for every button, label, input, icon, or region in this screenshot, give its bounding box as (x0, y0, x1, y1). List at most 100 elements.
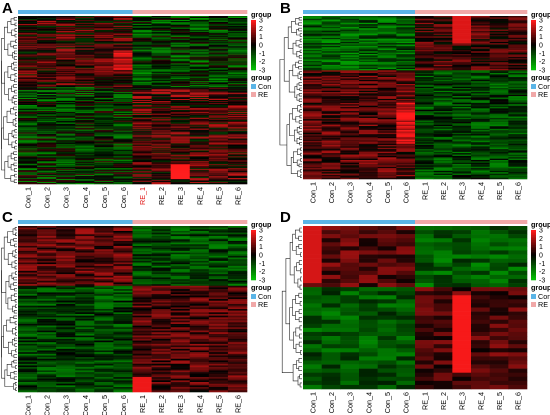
heatmap-cell (18, 75, 38, 77)
heatmap-cell (56, 68, 76, 70)
heatmap-cell (113, 122, 133, 125)
heatmap-cell (113, 61, 133, 63)
heatmap-cell (452, 142, 472, 144)
scale-swatch (251, 41, 256, 44)
heatmap-cell (340, 161, 360, 163)
heatmap-cell (189, 333, 210, 336)
heatmap-cell (37, 133, 57, 135)
heatmap-cell (37, 143, 57, 145)
heatmap-cell (189, 146, 210, 148)
heatmap-cell (433, 24, 453, 26)
heatmap-cell (37, 79, 57, 81)
heatmap-cell (18, 156, 38, 158)
heatmap-cell (489, 74, 509, 77)
heatmap-cell (227, 323, 248, 326)
heatmap-cell (340, 55, 360, 58)
heatmap-cell (94, 34, 114, 37)
heatmap-cell (75, 137, 95, 139)
heatmap-cell (508, 146, 528, 149)
heatmap-cell (56, 26, 76, 29)
heatmap-cell (170, 54, 191, 56)
heatmap-cell (489, 143, 509, 146)
heatmap-cell (170, 387, 191, 389)
heatmap-cell (18, 252, 38, 255)
heatmap-cell (396, 93, 416, 96)
heatmap-cell (113, 146, 133, 148)
heatmap-cell (56, 79, 76, 81)
heatmap-cell (151, 146, 171, 148)
heatmap-cell (508, 135, 528, 138)
heatmap-cell (321, 161, 341, 163)
heatmap-cell (227, 362, 248, 365)
heatmap-cell (208, 172, 229, 174)
heatmap-cell (132, 332, 152, 335)
heatmap-cell (170, 230, 191, 233)
heatmap-cell (227, 355, 248, 358)
heatmap-cell (151, 352, 171, 355)
heatmap-cell (18, 62, 38, 64)
heatmap-cell (56, 385, 76, 388)
heatmap-cell (227, 65, 248, 67)
heatmap-cell (508, 170, 528, 173)
dendrogram-branch (295, 40, 301, 47)
heatmap-cell (113, 135, 133, 137)
heatmap-cell (132, 54, 152, 56)
heatmap-cell (132, 272, 152, 275)
column-label: RE_6 (233, 187, 242, 205)
heatmap-cell (189, 28, 210, 31)
heatmap-cell (433, 164, 453, 166)
heatmap-cell (189, 70, 210, 72)
heatmap-cell (208, 152, 229, 154)
heatmap-cell (321, 147, 341, 150)
heatmap-cell (208, 171, 229, 173)
heatmap-cell (94, 76, 114, 78)
heatmap-cell (75, 72, 95, 74)
heatmap-cell (113, 272, 133, 275)
heatmap-cell (452, 130, 472, 132)
dendrogram-branch (13, 359, 17, 364)
heatmap-cell (94, 388, 114, 391)
heatmap-cell (170, 234, 191, 237)
heatmap-cell (471, 97, 490, 100)
heatmap-cell (75, 101, 95, 104)
heatmap-cell (94, 149, 114, 151)
heatmap-cell (37, 71, 57, 73)
heatmap-cell (377, 17, 397, 20)
heatmap-cell (415, 44, 434, 47)
heatmap-cell (415, 83, 434, 86)
heatmap-cell (18, 51, 38, 53)
heatmap-cell (396, 29, 416, 32)
heatmap-cell (321, 22, 341, 25)
heatmap-cell (37, 269, 57, 272)
heatmap-cell (189, 227, 210, 230)
heatmap-cell (75, 347, 95, 350)
heatmap-cell (433, 109, 453, 112)
heatmap-cell (227, 167, 248, 169)
heatmap-cell (340, 49, 360, 52)
scale-swatch (251, 65, 256, 67)
heatmap-cell (18, 34, 38, 37)
heatmap-cell (37, 27, 57, 30)
heatmap-cell (37, 24, 57, 27)
heatmap-cell (18, 302, 38, 305)
heatmap-cell (471, 68, 490, 71)
heatmap-cell (170, 181, 191, 183)
heatmap-cell (18, 100, 38, 103)
heatmap-cell (189, 110, 210, 113)
heatmap-cell (208, 44, 229, 46)
heatmap-cell (18, 307, 38, 310)
heatmap-cell (113, 302, 133, 305)
dendrogram-branch (299, 87, 302, 91)
heatmap-cell (452, 26, 472, 29)
heatmap-cell (489, 47, 509, 49)
heatmap-cell (113, 117, 133, 120)
heatmap-cell (132, 315, 152, 318)
heatmap-cell (170, 120, 191, 123)
heatmap-cell (75, 83, 95, 85)
heatmap-cell (151, 68, 171, 70)
heatmap-cell (321, 56, 341, 59)
heatmap-cell (377, 33, 397, 36)
heatmap-cell (18, 19, 38, 22)
heatmap-cell (94, 116, 114, 119)
heatmap-cell (340, 90, 360, 93)
